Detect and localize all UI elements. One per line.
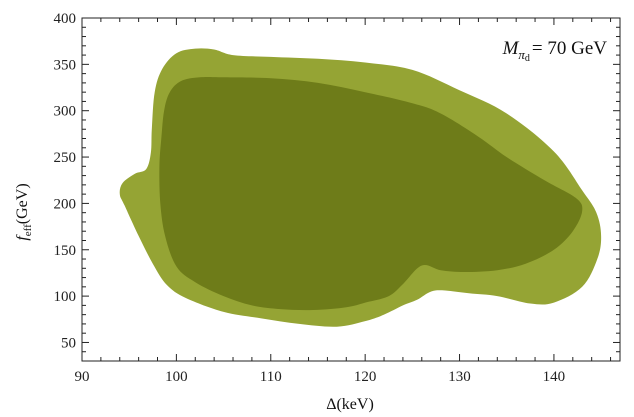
x-tick-label: 130 bbox=[448, 369, 471, 385]
y-tick-label: 100 bbox=[54, 289, 77, 305]
x-tick-label: 110 bbox=[260, 369, 282, 385]
x-tick-label: 100 bbox=[165, 369, 188, 385]
y-tick-label: 400 bbox=[54, 11, 77, 27]
contour-regions bbox=[119, 48, 602, 327]
mass-annotation: Mπd = 70 GeV bbox=[502, 38, 608, 64]
x-tick-label: 90 bbox=[75, 369, 90, 385]
y-tick-label: 350 bbox=[54, 57, 77, 73]
x-tick-label: 140 bbox=[543, 369, 566, 385]
contour-region-inner bbox=[159, 77, 583, 311]
x-axis-label: Δ(keV) bbox=[326, 396, 374, 413]
x-tick-label: 120 bbox=[354, 369, 377, 385]
y-tick-label: 50 bbox=[61, 335, 76, 351]
y-tick-label: 300 bbox=[54, 104, 77, 120]
y-tick-label: 250 bbox=[54, 150, 77, 166]
axis-ticks: 90 100 110 120 130 140 50 100 150 200 250 300 350 400 bbox=[54, 11, 620, 385]
plot-frame bbox=[81, 17, 621, 362]
y-axis-label: feff(GeV) bbox=[14, 183, 34, 240]
y-tick-label: 150 bbox=[54, 243, 77, 259]
y-tick-label: 200 bbox=[54, 196, 77, 212]
